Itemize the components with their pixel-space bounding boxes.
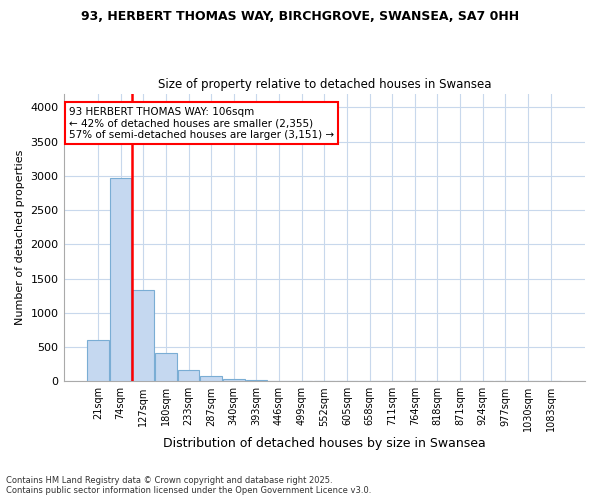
Bar: [87, 340, 109, 382]
Bar: [200, 376, 222, 382]
Bar: [133, 290, 154, 382]
Bar: [223, 378, 245, 382]
Y-axis label: Number of detached properties: Number of detached properties: [15, 150, 25, 325]
Bar: [245, 380, 267, 382]
Text: 93, HERBERT THOMAS WAY, BIRCHGROVE, SWANSEA, SA7 0HH: 93, HERBERT THOMAS WAY, BIRCHGROVE, SWAN…: [81, 10, 519, 23]
Text: 93 HERBERT THOMAS WAY: 106sqm
← 42% of detached houses are smaller (2,355)
57% o: 93 HERBERT THOMAS WAY: 106sqm ← 42% of d…: [69, 106, 334, 140]
Text: Contains HM Land Registry data © Crown copyright and database right 2025.
Contai: Contains HM Land Registry data © Crown c…: [6, 476, 371, 495]
Bar: [155, 352, 176, 382]
Title: Size of property relative to detached houses in Swansea: Size of property relative to detached ho…: [158, 78, 491, 91]
Bar: [178, 370, 199, 382]
X-axis label: Distribution of detached houses by size in Swansea: Distribution of detached houses by size …: [163, 437, 485, 450]
Bar: [110, 178, 131, 382]
